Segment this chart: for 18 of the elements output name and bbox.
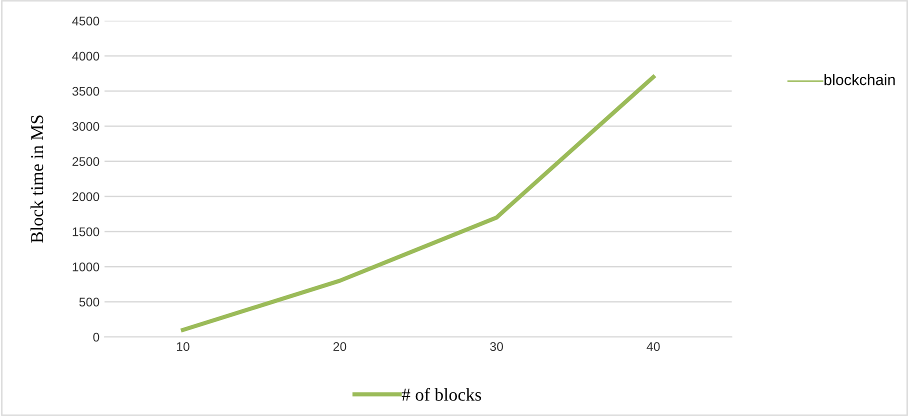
y-tick-label: 0 [93,332,100,342]
y-axis-title: Block time in MS [30,116,44,243]
line-series [180,74,656,332]
y-tick-label: 1000 [72,262,100,272]
y-tick-label: 3000 [72,122,100,131]
y-tick-label: 4000 [72,52,100,61]
x-tick-label: 10 [176,342,190,352]
x-tick-label: 40 [646,342,660,352]
x-tick-label: 30 [490,342,504,352]
text: blockchain [824,74,895,86]
legend-label: # of blocks [402,388,482,401]
x-tick-label: 20 [333,342,346,352]
y-tick-label: 2500 [72,157,100,166]
y-tick-label: 4500 [72,16,100,26]
y-tick-label: 500 [79,298,100,306]
y-tick-label: 1500 [72,227,100,236]
y-tick-label: 3500 [72,86,100,96]
y-tick-label: 2000 [72,192,100,202]
